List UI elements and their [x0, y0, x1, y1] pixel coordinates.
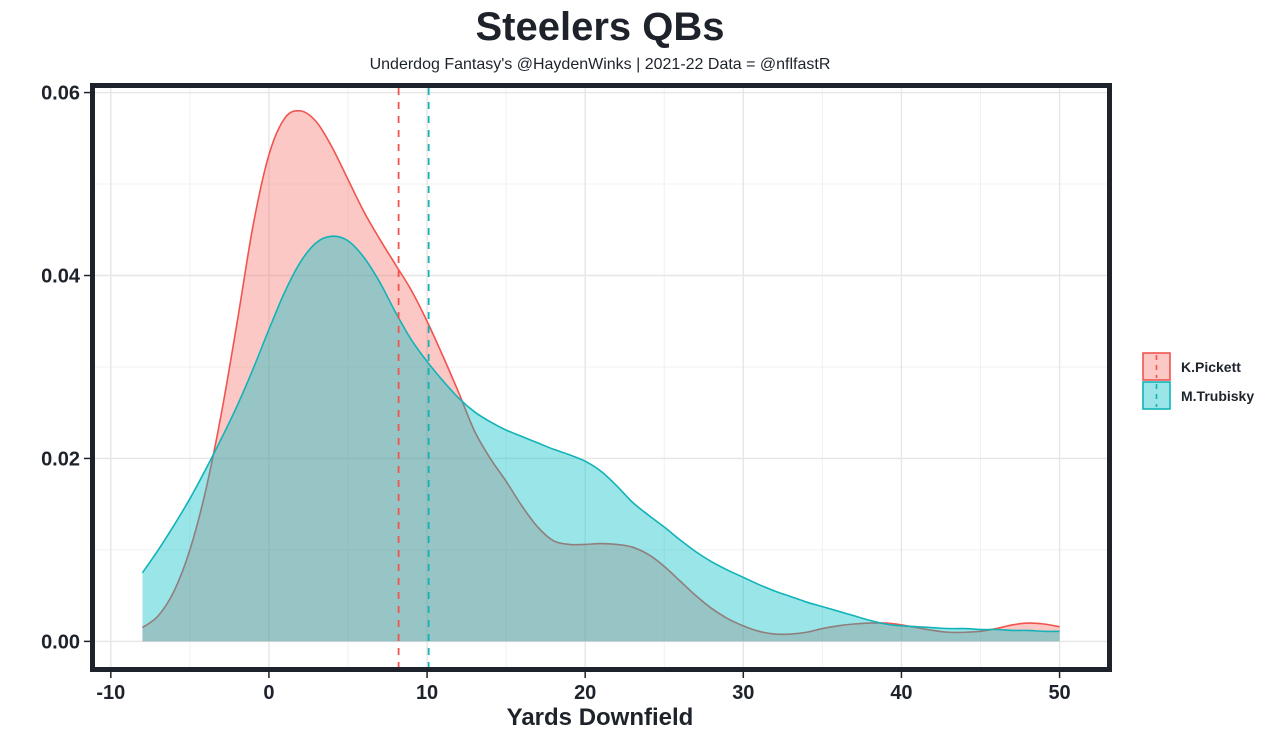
- density-area-m-trubisky: [142, 236, 1060, 642]
- x-tick-label: 50: [1048, 682, 1070, 704]
- x-tick-label: 30: [732, 682, 754, 704]
- density-line-m-trubisky: [141, 235, 1060, 633]
- chart-subtitle: Underdog Fantasy's @HaydenWinks | 2021-2…: [370, 56, 831, 73]
- mean-lines: [397, 88, 430, 667]
- y-axis: 0.00 0.02 0.04 0.06: [41, 83, 90, 653]
- x-axis: -10 0 10 20 30 40 50: [96, 672, 1071, 704]
- y-tick-label: 0.06: [41, 83, 80, 105]
- x-tick-label: 0: [263, 682, 274, 704]
- legend-label-k-pickett: K.Pickett: [1181, 359, 1241, 375]
- density-area-k-pickett: [142, 110, 1060, 642]
- x-tick-label: 10: [416, 682, 438, 704]
- panel-border: [90, 83, 1112, 672]
- y-tick-label: 0.02: [41, 448, 80, 470]
- legend-label-m-trubisky: M.Trubisky: [1181, 388, 1254, 404]
- y-tick-label: 0.00: [41, 631, 80, 653]
- x-tick-label: 20: [574, 682, 596, 704]
- chart-title: Steelers QBs: [475, 5, 724, 49]
- x-axis-title: Yards Downfield: [507, 704, 694, 731]
- legend-key-k-pickett: [1142, 352, 1171, 381]
- legend: K.Pickett M.Trubisky: [1142, 352, 1254, 410]
- y-tick-label: 0.04: [41, 266, 81, 288]
- x-tick-label: -10: [96, 682, 125, 704]
- grid: [95, 88, 1107, 667]
- legend-key-m-trubisky: [1142, 381, 1171, 410]
- density-areas: [141, 109, 1060, 642]
- x-tick-label: 40: [890, 682, 912, 704]
